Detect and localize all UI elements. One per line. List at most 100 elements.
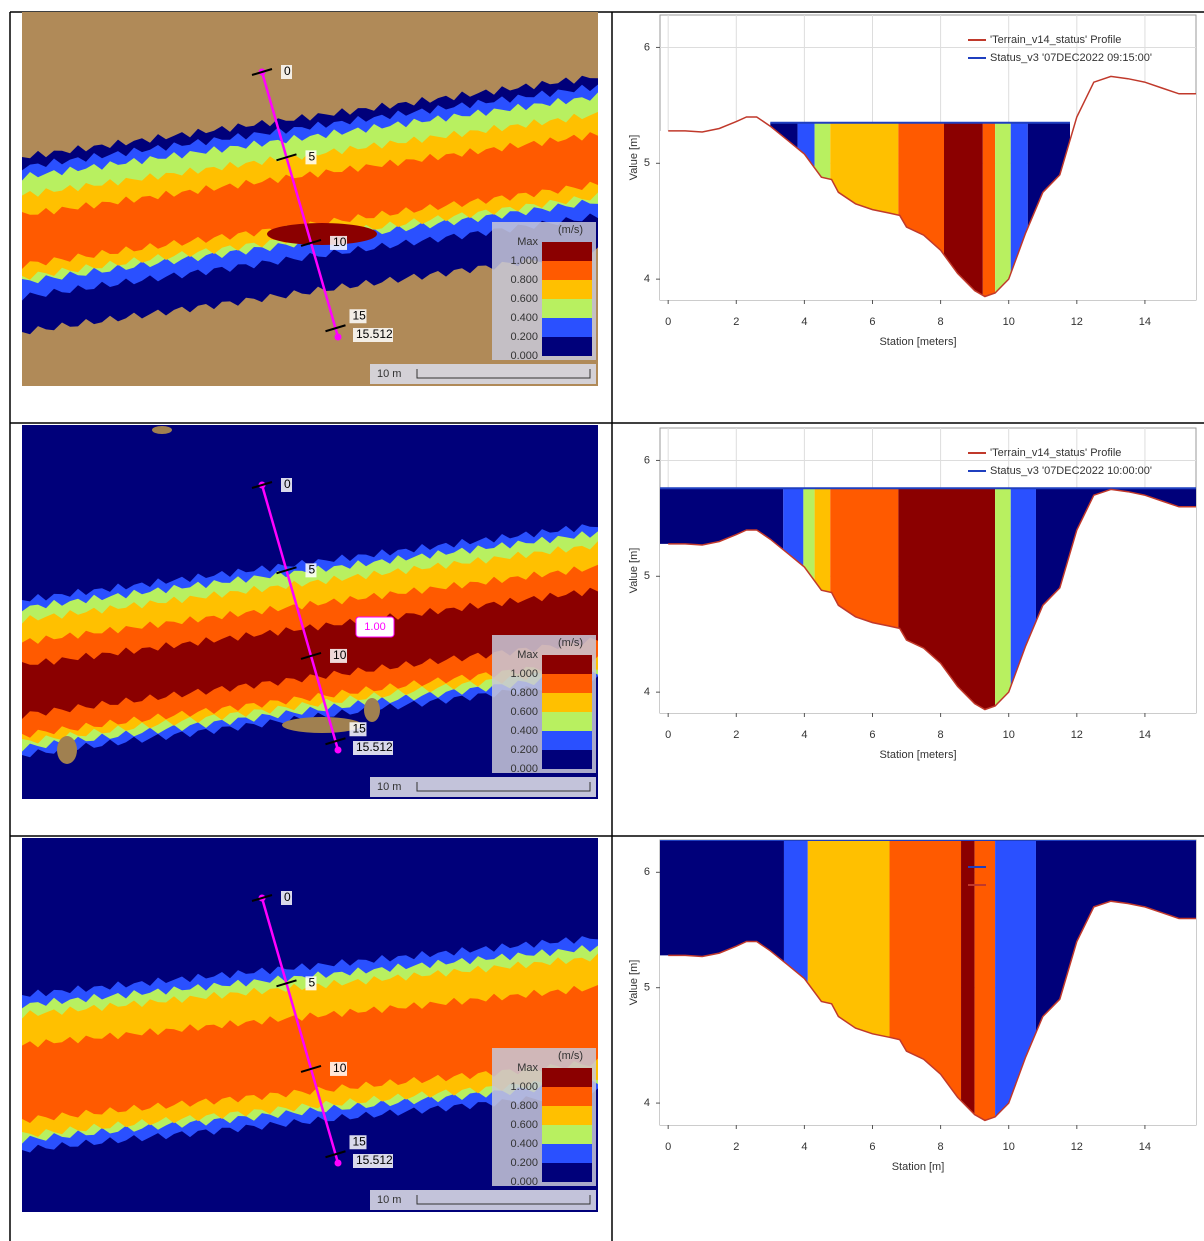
legend-label: 0.400 [510, 725, 538, 737]
legend-unit: (m/s) [558, 1050, 583, 1062]
dry-area [57, 736, 77, 764]
x-tick-label: 8 [938, 316, 944, 328]
legend-swatch [542, 1163, 592, 1182]
velocity-band [983, 123, 995, 305]
legend-label: Max [517, 649, 538, 661]
legend-label: 0.200 [510, 1157, 538, 1169]
x-tick-label: 4 [801, 729, 807, 741]
velocity-zone [267, 223, 377, 245]
scale-box [370, 777, 596, 797]
legend-label: 1.000 [510, 668, 538, 680]
scale-label: 10 m [377, 368, 401, 380]
legend-swatch [542, 261, 592, 280]
y-tick-label: 4 [644, 1097, 650, 1109]
legend-swatch [542, 731, 592, 750]
cross-section-end [335, 1160, 342, 1167]
scale-label: 10 m [377, 1194, 401, 1206]
x-tick-label: 4 [801, 1141, 807, 1153]
station-label: 15 [352, 1134, 366, 1148]
plot [660, 840, 1196, 1130]
y-tick-label: 4 [644, 273, 650, 285]
legend-label: 'Terrain_v14_status' Profile [990, 34, 1121, 46]
station-label: 15.512 [356, 327, 393, 341]
legend-label: Max [517, 1062, 538, 1074]
x-axis-label: Station [meters] [879, 749, 956, 761]
legend-swatch [542, 1125, 592, 1144]
station-label: 15 [352, 308, 366, 322]
x-tick-label: 12 [1071, 1141, 1083, 1153]
x-tick-label: 6 [869, 729, 875, 741]
y-tick-label: 6 [644, 41, 650, 53]
x-tick-label: 0 [665, 1141, 671, 1153]
legend-label: 0.000 [510, 763, 538, 775]
station-label: 0 [284, 890, 291, 904]
x-tick-label: 2 [733, 1141, 739, 1153]
x-tick-label: 0 [665, 316, 671, 328]
velocity-band [975, 840, 995, 1130]
scale-box [370, 364, 596, 384]
legend-swatch [542, 674, 592, 693]
legend-swatch [542, 1144, 592, 1163]
x-tick-label: 14 [1139, 729, 1151, 741]
y-tick-label: 5 [644, 982, 650, 994]
legend-label: 0.400 [510, 312, 538, 324]
x-tick-label: 2 [733, 729, 739, 741]
x-tick-label: 10 [1003, 1141, 1015, 1153]
x-tick-label: 14 [1139, 1141, 1151, 1153]
legend-label: Max [517, 236, 538, 248]
legend-label: Status_v3 '07DEC2022 09:15:00' [990, 52, 1152, 64]
legend-swatch [542, 1068, 592, 1087]
x-tick-label: 8 [938, 729, 944, 741]
legend-unit: (m/s) [558, 224, 583, 236]
x-tick-label: 6 [869, 1141, 875, 1153]
plot [660, 488, 1196, 718]
legend-swatch [542, 337, 592, 356]
y-tick-label: 5 [644, 157, 650, 169]
x-tick-label: 8 [938, 1141, 944, 1153]
legend-swatch [542, 750, 592, 769]
y-axis-label: Value [m] [628, 135, 640, 181]
legend-label: 0.800 [510, 1100, 538, 1112]
x-axis-label: Station [m] [892, 1161, 945, 1173]
x-tick-label: 4 [801, 316, 807, 328]
x-tick-label: 0 [665, 729, 671, 741]
legend-swatch [542, 299, 592, 318]
y-axis-label: Value [m] [628, 960, 640, 1006]
legend-label: 0.800 [510, 687, 538, 699]
station-label: 5 [308, 150, 315, 164]
station-label: 0 [284, 64, 291, 78]
velocity-band [995, 123, 1011, 305]
legend-label: 0.600 [510, 293, 538, 305]
legend-label: Status_v3 '07DEC2022 10:00:00' [990, 465, 1152, 477]
legend-swatch [542, 318, 592, 337]
dry-area [364, 698, 380, 722]
station-label: 10 [333, 648, 347, 662]
legend-swatch [542, 655, 592, 674]
dry-area [152, 426, 172, 434]
legend-swatch [542, 242, 592, 261]
station-label: 15 [352, 721, 366, 735]
legend-label: 'Terrain_v14_status' Profile [990, 447, 1121, 459]
legend-swatch [542, 1106, 592, 1125]
station-label: 0 [284, 477, 291, 491]
y-axis-label: Value [m] [628, 548, 640, 594]
y-tick-label: 6 [644, 866, 650, 878]
legend-label: 0.600 [510, 1119, 538, 1131]
legend-swatch [542, 693, 592, 712]
station-label: 15.512 [356, 1153, 393, 1167]
velocity-band [995, 488, 1011, 718]
x-tick-label: 14 [1139, 316, 1151, 328]
x-tick-label: 10 [1003, 729, 1015, 741]
y-tick-label: 4 [644, 686, 650, 698]
legend-label: 0.000 [510, 1176, 538, 1188]
x-tick-label: 2 [733, 316, 739, 328]
scale-label: 10 m [377, 781, 401, 793]
x-tick-label: 12 [1071, 729, 1083, 741]
station-label: 15.512 [356, 740, 393, 754]
velocity-band [961, 840, 975, 1130]
x-tick-label: 10 [1003, 316, 1015, 328]
legend-swatch [542, 1087, 592, 1106]
legend-label: 1.000 [510, 255, 538, 267]
legend-label: 0.200 [510, 744, 538, 756]
legend-unit: (m/s) [558, 637, 583, 649]
